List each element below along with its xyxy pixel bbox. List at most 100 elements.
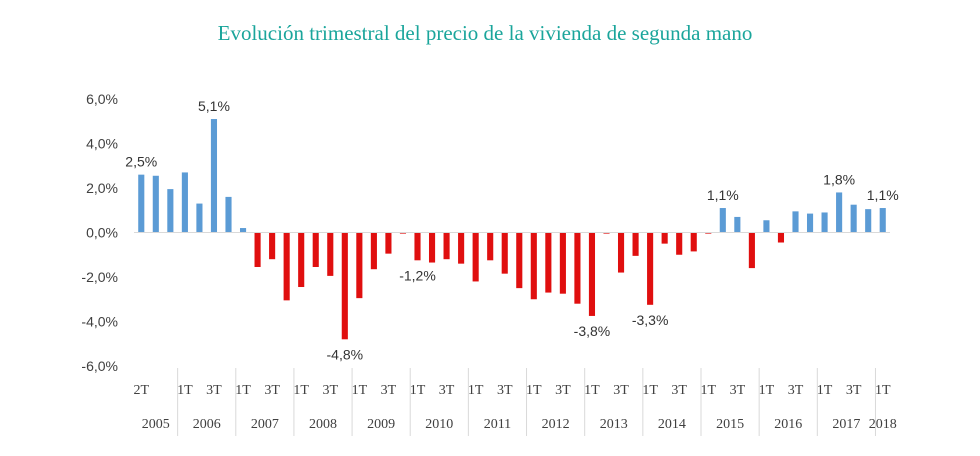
year-label: 2013 bbox=[600, 417, 628, 432]
data-label: 5,1% bbox=[198, 98, 230, 114]
quarter-label: 1T bbox=[293, 383, 309, 398]
quarter-label: 1T bbox=[875, 383, 891, 398]
quarter-label: 3T bbox=[322, 383, 338, 398]
bar bbox=[225, 196, 232, 233]
bar bbox=[821, 212, 828, 233]
bar bbox=[632, 232, 639, 256]
bar bbox=[501, 232, 508, 274]
year-label: 2010 bbox=[425, 417, 453, 432]
bar bbox=[559, 232, 566, 294]
bar bbox=[196, 203, 203, 233]
bar bbox=[588, 232, 596, 316]
bar bbox=[152, 175, 159, 233]
y-tick-label: 6,0% bbox=[86, 91, 118, 107]
quarter-label: 1T bbox=[526, 383, 542, 398]
bar bbox=[138, 174, 145, 233]
data-label: -1,2% bbox=[399, 267, 436, 283]
quarter-label: 1T bbox=[468, 383, 484, 398]
quarter-label: 3T bbox=[264, 383, 280, 398]
bar bbox=[530, 232, 537, 300]
bars bbox=[138, 119, 886, 340]
year-label: 2005 bbox=[142, 417, 170, 432]
bar bbox=[792, 211, 799, 233]
quarter-label: 3T bbox=[439, 383, 455, 398]
y-tick-label: 0,0% bbox=[86, 225, 118, 241]
bar bbox=[356, 232, 363, 299]
year-label: 2006 bbox=[193, 417, 221, 432]
data-label: -3,3% bbox=[632, 312, 669, 328]
quarter-label: 3T bbox=[788, 383, 804, 398]
data-label: 1,8% bbox=[823, 171, 855, 187]
data-label: 1,1% bbox=[707, 187, 739, 203]
bar bbox=[748, 232, 755, 269]
quarter-label: 1T bbox=[352, 383, 368, 398]
year-label: 2008 bbox=[309, 417, 337, 432]
quarter-label: 3T bbox=[555, 383, 571, 398]
bar bbox=[341, 232, 348, 340]
year-label: 2015 bbox=[716, 417, 744, 432]
bar bbox=[705, 232, 712, 234]
quarter-label: 3T bbox=[730, 383, 746, 398]
bar bbox=[865, 209, 872, 233]
quarter-label: 1T bbox=[817, 383, 833, 398]
quarter-label: 3T bbox=[671, 383, 687, 398]
year-label: 2011 bbox=[484, 417, 511, 432]
bar bbox=[399, 232, 407, 234]
quarter-label: 3T bbox=[381, 383, 397, 398]
bar bbox=[676, 232, 683, 255]
bar bbox=[545, 232, 552, 293]
quarter-label: 1T bbox=[759, 383, 775, 398]
chart-title: Evolución trimestral del precio de la vi… bbox=[218, 21, 753, 45]
quarter-label: 2T bbox=[133, 383, 149, 398]
bar bbox=[777, 232, 785, 243]
bar bbox=[603, 232, 610, 234]
bar bbox=[443, 232, 450, 260]
bar bbox=[210, 119, 218, 233]
data-labels: 2,5% 5,1% -4,8% -1,2% -3,8% -3,3% 1,1% 1,8% 1,1% bbox=[125, 98, 898, 362]
bar bbox=[239, 228, 247, 233]
year-label: 2017 bbox=[832, 417, 860, 432]
year-label: 2018 bbox=[869, 417, 897, 432]
quarter-label: 1T bbox=[410, 383, 426, 398]
bar bbox=[879, 208, 886, 233]
y-tick-label: 2,0% bbox=[86, 180, 118, 196]
year-label: 2016 bbox=[774, 417, 802, 432]
data-label: -3,8% bbox=[574, 323, 611, 339]
y-tick-label: 4,0% bbox=[86, 136, 118, 152]
data-label: -4,8% bbox=[327, 346, 364, 362]
bar bbox=[370, 232, 377, 270]
bar bbox=[298, 232, 305, 288]
quarter-label: 3T bbox=[206, 383, 222, 398]
quarter-label: 1T bbox=[642, 383, 658, 398]
bar bbox=[414, 232, 421, 261]
bar bbox=[269, 232, 276, 260]
bar bbox=[254, 232, 261, 267]
bar bbox=[661, 232, 668, 244]
bar bbox=[763, 220, 770, 233]
data-label: 2,5% bbox=[125, 154, 157, 170]
y-tick-label: -4,0% bbox=[81, 314, 118, 330]
quarter-label: 1T bbox=[700, 383, 716, 398]
quarter-label: 1T bbox=[584, 383, 600, 398]
year-label: 2009 bbox=[367, 417, 395, 432]
bar bbox=[806, 213, 814, 233]
bar bbox=[516, 232, 523, 289]
year-label: 2007 bbox=[251, 417, 279, 432]
year-label: 2012 bbox=[542, 417, 570, 432]
bar bbox=[647, 232, 654, 305]
bar bbox=[283, 232, 290, 301]
bar bbox=[574, 232, 581, 304]
bar bbox=[458, 232, 465, 264]
bar bbox=[181, 172, 188, 233]
quarter-label: 3T bbox=[846, 383, 862, 398]
y-axis: 6,0% 4,0% 2,0% 0,0% -2,0% -4,0% -6,0% bbox=[81, 91, 118, 374]
quarter-label: 1T bbox=[177, 383, 193, 398]
year-label: 2014 bbox=[658, 417, 686, 432]
y-tick-label: -6,0% bbox=[81, 358, 118, 374]
bar bbox=[734, 216, 741, 233]
bar bbox=[850, 204, 857, 233]
quarter-label: 3T bbox=[497, 383, 513, 398]
bar bbox=[428, 232, 436, 263]
quarter-label: 3T bbox=[613, 383, 629, 398]
bar bbox=[719, 208, 726, 233]
